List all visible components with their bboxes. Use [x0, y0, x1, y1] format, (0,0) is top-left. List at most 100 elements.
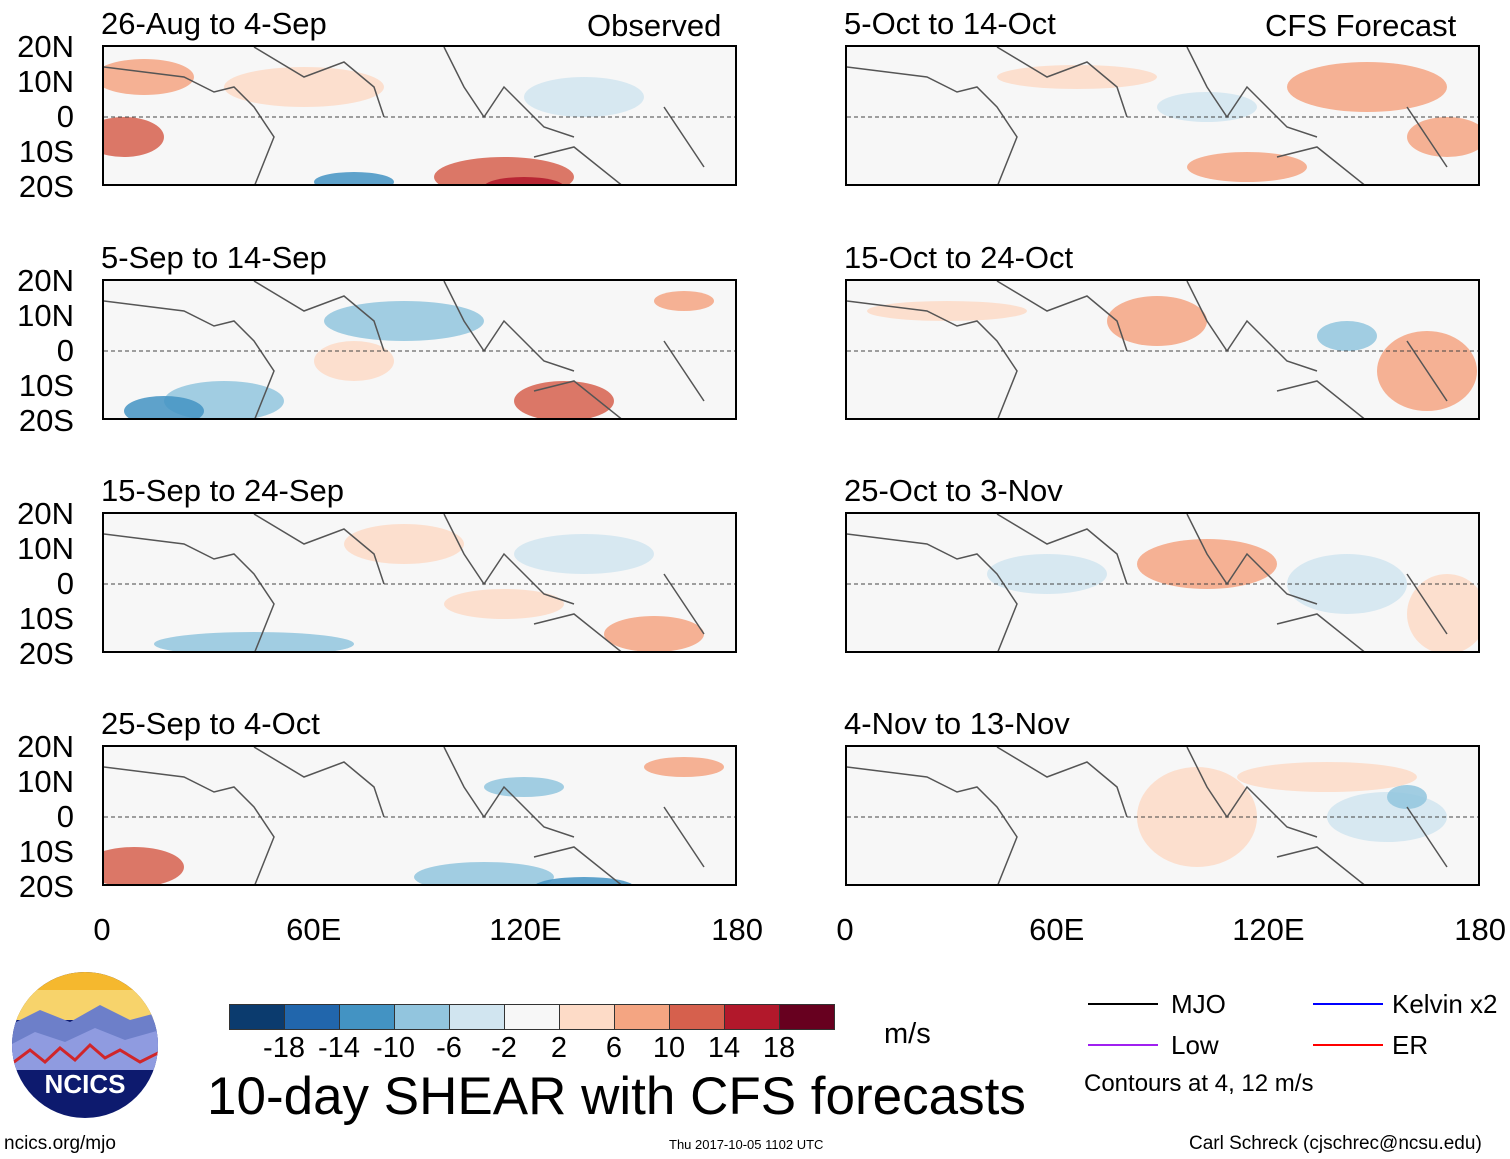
- shear-anomaly-region: [484, 777, 564, 797]
- shear-anomaly-region: [644, 757, 724, 777]
- lat-tick-label: 20N: [17, 263, 74, 298]
- lat-tick-label: 20N: [17, 729, 74, 764]
- shear-map-panel: [845, 745, 1480, 886]
- lat-tick-label: 20N: [17, 29, 74, 64]
- figure-title: 10-day SHEAR with CFS forecasts: [207, 1067, 1026, 1126]
- legend-low-label: Low: [1171, 1030, 1219, 1060]
- lon-tick-label: 120E: [1232, 912, 1305, 947]
- shear-anomaly-region: [1287, 62, 1447, 112]
- colorbar-swatch: [450, 1005, 505, 1029]
- colorbar-units: m/s: [884, 1018, 931, 1050]
- lon-tick-label: 180: [711, 912, 763, 947]
- observed-header: Observed: [587, 8, 722, 43]
- legend-er-label: ER: [1392, 1030, 1429, 1060]
- lat-tick-label: 20S: [18, 869, 74, 904]
- shear-map-panel: [102, 512, 737, 653]
- panel-title: 4-Nov to 13-Nov: [844, 706, 1070, 741]
- coastline: [847, 47, 1448, 184]
- panel-title: 15-Sep to 24-Sep: [101, 473, 345, 508]
- shear-anomaly-region: [154, 632, 354, 651]
- colorbar-swatch: [615, 1005, 670, 1029]
- lat-tick-label: 10N: [17, 298, 74, 333]
- shear-map-panel: [102, 745, 737, 886]
- shear-anomaly-region: [1107, 296, 1207, 346]
- panel-title: 26-Aug to 4-Sep: [101, 6, 327, 41]
- lon-tick-label: 180: [1454, 912, 1506, 947]
- lon-tick-label: 120E: [489, 912, 562, 947]
- colorbar-swatch: [230, 1005, 285, 1029]
- shear-anomaly-region: [1407, 574, 1478, 651]
- colorbar-swatch: [560, 1005, 615, 1029]
- lat-tick-label: 10N: [17, 64, 74, 99]
- colorbar-tick-label: -10: [373, 1032, 415, 1064]
- legend-mjo-label: MJO: [1171, 989, 1226, 1019]
- coastline: [847, 747, 1448, 884]
- colorbar-swatch: [780, 1005, 834, 1029]
- shear-map-panel: [102, 279, 737, 420]
- lon-tick-label: 60E: [286, 912, 342, 947]
- shear-anomaly-region: [997, 65, 1157, 89]
- shear-map-panel: [845, 512, 1480, 653]
- shear-anomaly-region: [104, 847, 184, 884]
- shear-anomaly-region: [485, 177, 563, 184]
- lat-tick-label: 10N: [17, 764, 74, 799]
- colorbar-tick-label: 6: [605, 1032, 623, 1064]
- shear-anomaly-region: [434, 157, 574, 184]
- panel-title: 5-Sep to 14-Sep: [101, 240, 327, 275]
- shear-map-panel: [102, 45, 737, 186]
- shear-anomaly-region: [314, 172, 394, 184]
- shear-anomaly-region: [124, 396, 204, 418]
- lat-tick-label: 10S: [18, 368, 74, 403]
- lon-tick-label: 60E: [1029, 912, 1085, 947]
- lat-tick-label: 10N: [17, 531, 74, 566]
- shear-anomaly-region: [867, 301, 1027, 321]
- lat-tick-label: 0: [56, 99, 74, 134]
- shear-anomaly-region: [536, 877, 632, 884]
- shear-anomaly-region: [1137, 539, 1277, 589]
- colorbar-tick-label: 10: [652, 1032, 686, 1064]
- shear-map-panel: [845, 279, 1480, 420]
- shear-anomaly-region: [414, 862, 554, 884]
- colorbar-tick-label: 14: [707, 1032, 741, 1064]
- legend-er-line: [1313, 1044, 1383, 1046]
- lat-tick-label: 0: [56, 566, 74, 601]
- footer-timestamp: Thu 2017-10-05 1102 UTC: [669, 1137, 824, 1152]
- shear-anomaly-region: [514, 534, 654, 574]
- coastline: [847, 514, 1448, 651]
- legend-kelvin-label: Kelvin x2: [1392, 989, 1498, 1019]
- contour-note: Contours at 4, 12 m/s: [1084, 1070, 1314, 1097]
- coastline: [104, 281, 705, 418]
- coastline: [847, 281, 1448, 418]
- panel-title: 25-Oct to 3-Nov: [844, 473, 1063, 508]
- shear-anomaly-region: [324, 301, 484, 341]
- shear-anomaly-region: [1317, 321, 1377, 351]
- colorbar-swatch: [285, 1005, 340, 1029]
- shear-anomaly-region: [1237, 762, 1417, 792]
- footer-url[interactable]: ncics.org/mjo: [4, 1133, 116, 1154]
- shear-map-panel: [845, 45, 1480, 186]
- colorbar-tick-label: -2: [491, 1032, 517, 1064]
- lat-tick-label: 10S: [18, 834, 74, 869]
- legend-mjo-line: [1088, 1003, 1158, 1005]
- lat-tick-label: 0: [56, 799, 74, 834]
- colorbar-swatch: [395, 1005, 450, 1029]
- shear-anomaly-region: [1407, 117, 1478, 157]
- coastline: [104, 514, 705, 651]
- shear-anomaly-region: [1187, 152, 1307, 182]
- colorbar-tick-label: -18: [263, 1032, 305, 1064]
- colorbar-tick-label: -6: [436, 1032, 462, 1064]
- coastline: [104, 747, 705, 884]
- shear-anomaly-region: [444, 589, 564, 619]
- legend-low-line: [1088, 1044, 1158, 1046]
- lat-tick-label: 20S: [18, 169, 74, 204]
- lat-tick-label: 20N: [17, 496, 74, 531]
- colorbar-tick-label: 2: [550, 1032, 568, 1064]
- colorbar-swatch: [670, 1005, 725, 1029]
- lon-tick-label: 0: [93, 912, 111, 947]
- shear-anomaly-region: [1157, 92, 1257, 122]
- shear-anomaly-region: [654, 291, 714, 311]
- lon-tick-label: 0: [836, 912, 854, 947]
- panel-title: 25-Sep to 4-Oct: [101, 706, 320, 741]
- shear-anomaly-region: [524, 77, 644, 117]
